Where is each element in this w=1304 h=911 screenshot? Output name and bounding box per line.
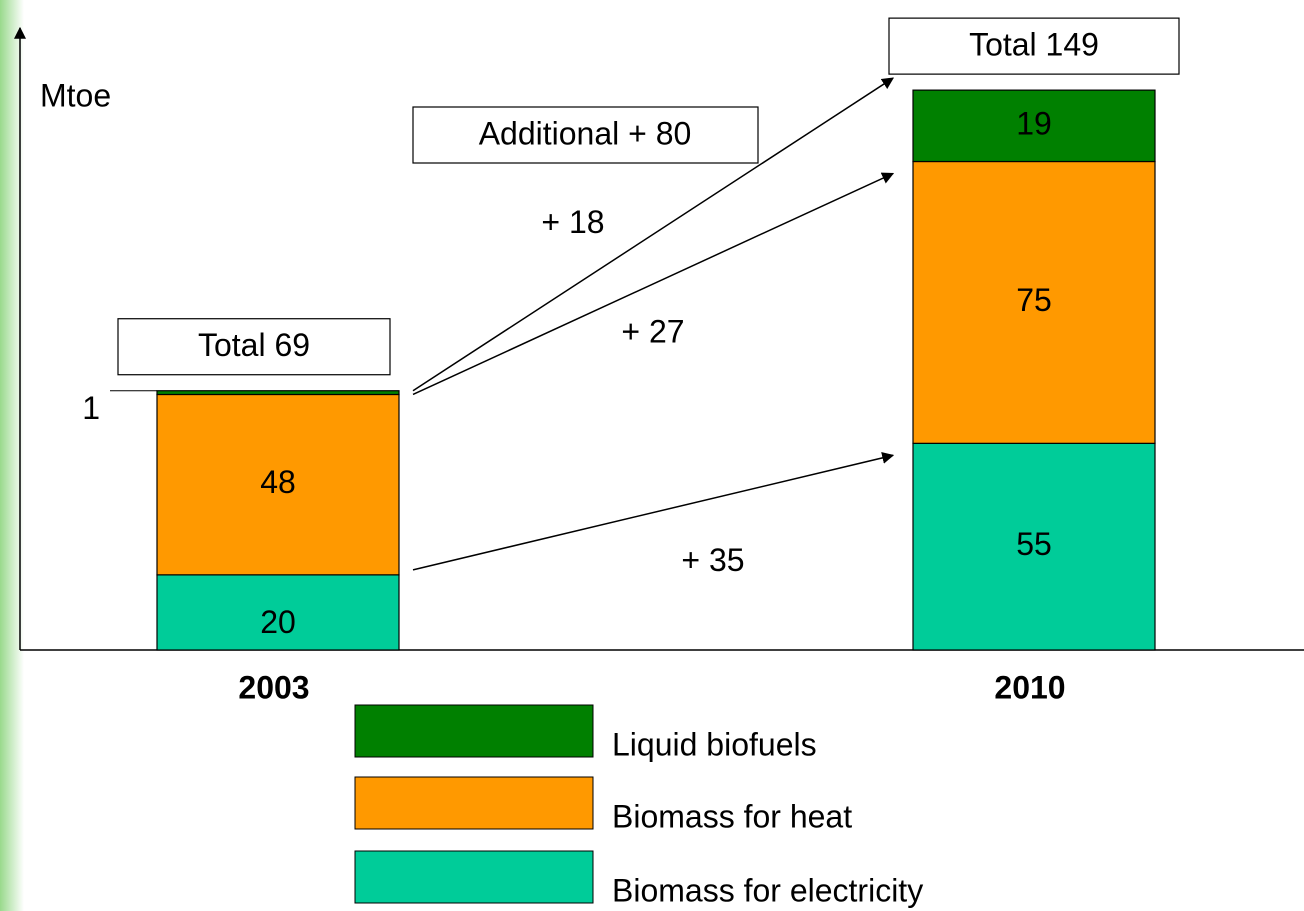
bar-segment <box>156 390 400 396</box>
total-label: Total 69 <box>198 327 310 363</box>
legend-label: Biomass for heat <box>612 798 852 834</box>
total-box <box>117 318 391 376</box>
y-axis-label: Mtoe <box>40 77 111 113</box>
total-label: Total 149 <box>969 27 1099 63</box>
change-arrow <box>412 172 895 396</box>
data-label: 55 <box>1016 526 1052 562</box>
data-label: 48 <box>260 464 296 500</box>
data-label: 1 <box>82 390 100 426</box>
total-box <box>888 17 1180 75</box>
bar-segment <box>156 393 400 576</box>
change-label: + 27 <box>621 313 684 349</box>
annotation: Additional + 80 <box>479 115 692 151</box>
legend-swatch <box>354 704 594 758</box>
category-label: 2010 <box>994 669 1065 705</box>
bar-segment <box>912 89 1156 163</box>
data-label: 75 <box>1016 282 1052 318</box>
change-label: + 18 <box>541 204 604 240</box>
bar-segment <box>912 442 1156 651</box>
data-label: 19 <box>1016 105 1052 141</box>
annotation-box <box>412 106 759 164</box>
legend-label: Biomass for electricity <box>612 872 923 908</box>
bar-segment <box>912 160 1156 444</box>
data-label: 20 <box>260 604 296 640</box>
category-label: 2003 <box>238 669 309 705</box>
change-arrow <box>412 77 895 392</box>
change-arrow <box>412 452 895 571</box>
legend-label: Liquid biofuels <box>612 726 817 762</box>
legend-swatch <box>354 850 594 904</box>
bar-segment <box>156 574 400 651</box>
change-label: + 35 <box>681 542 744 578</box>
legend-swatch <box>354 776 594 830</box>
